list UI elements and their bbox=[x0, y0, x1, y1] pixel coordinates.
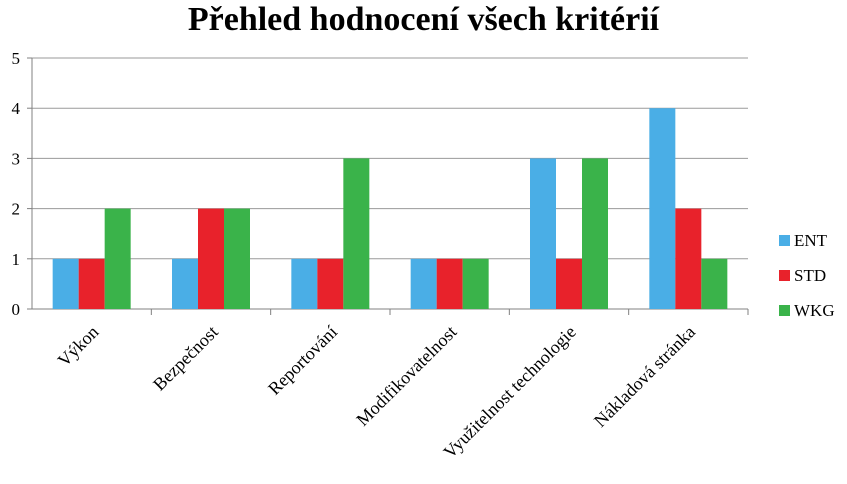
bar-ent bbox=[52, 258, 79, 309]
axes bbox=[31, 58, 749, 315]
bar-wkg bbox=[582, 158, 608, 309]
legend: ENT STD WKG bbox=[779, 231, 835, 320]
bar-ent bbox=[649, 108, 676, 309]
legend-label-ent: ENT bbox=[794, 231, 828, 250]
bar-wkg bbox=[224, 208, 250, 309]
gridlines bbox=[32, 57, 748, 260]
legend-swatch-wkg bbox=[779, 305, 790, 316]
bar-wkg bbox=[343, 158, 370, 309]
chart-title: Přehled hodnocení všech kritérií bbox=[187, 1, 660, 38]
bar-ent bbox=[530, 158, 556, 309]
x-category-label: Využitelnost technologie bbox=[439, 322, 579, 462]
x-category-label: Reportování bbox=[264, 322, 341, 399]
x-category-label: Nákladová stránka bbox=[590, 322, 699, 431]
x-category-label: Výkon bbox=[54, 322, 103, 371]
bar-wkg bbox=[104, 208, 131, 309]
bars bbox=[52, 108, 728, 309]
bar-wkg bbox=[462, 258, 489, 309]
bar-ent bbox=[410, 258, 437, 309]
legend-swatch-ent bbox=[779, 235, 790, 246]
x-axis-labels: Výkon Bezpečnost Reportování Modifikovateln… bbox=[54, 322, 699, 462]
bar-ent bbox=[291, 258, 318, 309]
y-tick-label: 1 bbox=[12, 250, 21, 269]
legend-label-std: STD bbox=[794, 266, 826, 285]
legend-label-wkg: WKG bbox=[794, 301, 835, 320]
x-category-label: Bezpečnost bbox=[149, 322, 222, 395]
y-tick-label: 0 bbox=[12, 300, 21, 319]
bar-ent bbox=[172, 258, 198, 309]
bar-std bbox=[78, 258, 105, 309]
bar-std bbox=[198, 208, 224, 309]
y-tick-label: 3 bbox=[12, 149, 21, 168]
bar-std bbox=[436, 258, 463, 309]
y-tick-label: 2 bbox=[12, 200, 21, 219]
bar-wkg bbox=[701, 258, 728, 309]
x-category-label: Modifikovatelnost bbox=[352, 322, 460, 430]
y-tick-label: 5 bbox=[12, 49, 21, 68]
legend-swatch-std bbox=[779, 270, 790, 281]
bar-std bbox=[675, 208, 702, 309]
y-axis-ticks: 0 1 2 3 4 5 bbox=[12, 49, 32, 319]
bar-std bbox=[317, 258, 344, 309]
y-tick-label: 4 bbox=[12, 99, 21, 118]
bar-std bbox=[556, 258, 582, 309]
